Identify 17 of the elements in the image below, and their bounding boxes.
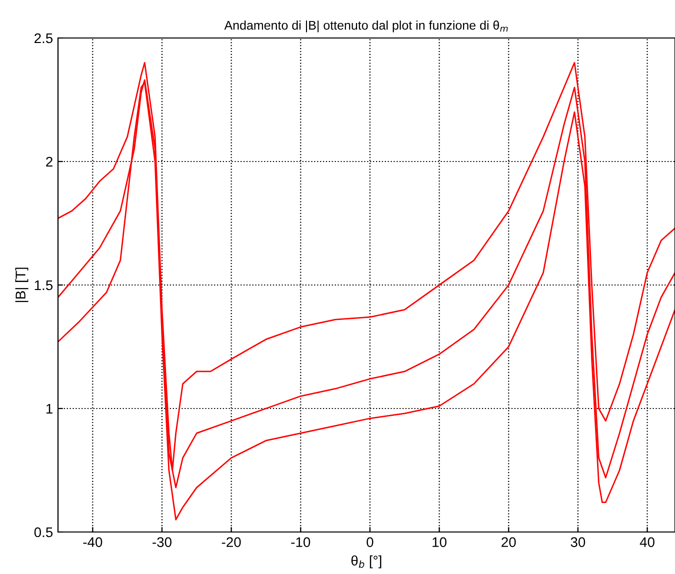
y-tick-label: 1.5 (34, 280, 53, 290)
y-tick-label: 2 (46, 156, 52, 167)
y-tick-label: 2.5 (34, 33, 53, 44)
x-tick-label: 20 (502, 537, 516, 548)
x-axis-title: θ$_{b}$ [°] (351, 555, 382, 568)
x-tick-label: 0 (366, 537, 374, 548)
x-tick-label: -30 (152, 537, 172, 548)
y-tick-label: 1 (46, 404, 52, 414)
x-tick-label: -10 (291, 537, 310, 548)
y-axis-title: |B| [T] (15, 268, 28, 302)
chart-title: Andamento di |B| ottenuto dal plot in funzione di θ$_{m}$ (224, 20, 508, 32)
x-tick-label: -20 (222, 537, 241, 548)
y-tick-label: 0.5 (34, 527, 53, 538)
x-tick-label: 40 (640, 537, 654, 548)
x-tick-label: 30 (570, 537, 586, 548)
x-tick-label: -40 (83, 537, 102, 548)
x-tick-label: 10 (432, 537, 446, 548)
